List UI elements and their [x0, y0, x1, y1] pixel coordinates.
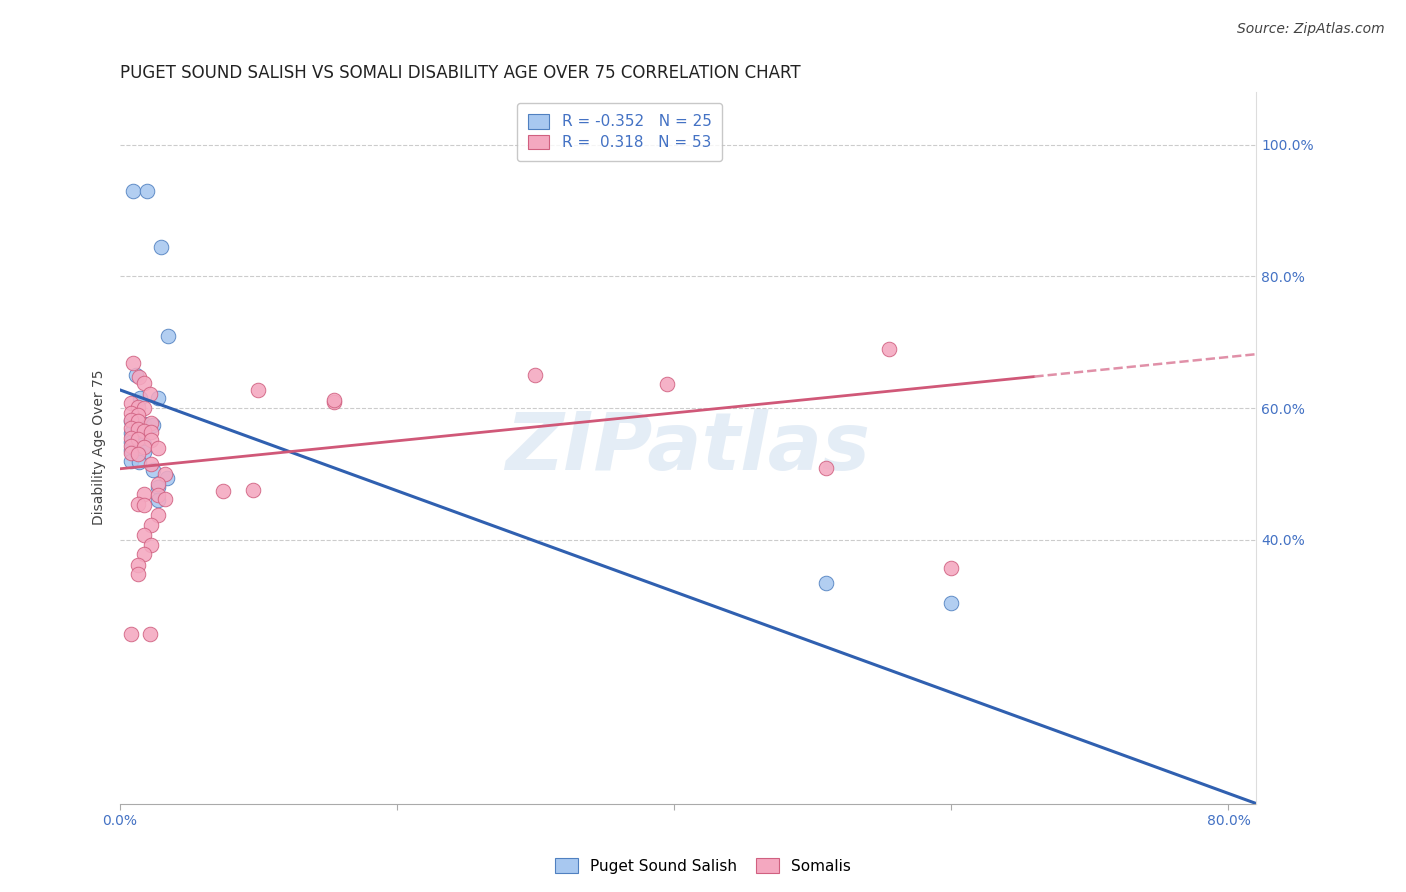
- Point: [141, 457, 163, 471]
- Point: [157, 328, 180, 343]
- Point: [120, 435, 142, 450]
- Point: [125, 368, 148, 383]
- Point: [129, 392, 152, 406]
- Point: [128, 427, 150, 442]
- Text: PUGET SOUND SALISH VS SOMALI DISABILITY AGE OVER 75 CORRELATION CHART: PUGET SOUND SALISH VS SOMALI DISABILITY …: [120, 64, 800, 82]
- Point: [120, 421, 142, 435]
- Point: [155, 492, 177, 507]
- Point: [136, 184, 159, 198]
- Point: [655, 377, 678, 392]
- Point: [127, 447, 149, 461]
- Legend: R = -0.352   N = 25, R =  0.318   N = 53: R = -0.352 N = 25, R = 0.318 N = 53: [517, 103, 723, 161]
- Point: [128, 369, 150, 384]
- Point: [134, 548, 156, 562]
- Point: [815, 575, 838, 590]
- Point: [941, 596, 963, 610]
- Y-axis label: Disability Age Over 75: Disability Age Over 75: [93, 370, 107, 525]
- Point: [148, 480, 170, 494]
- Point: [134, 424, 156, 438]
- Text: ZIPatlas: ZIPatlas: [505, 409, 870, 487]
- Point: [127, 432, 149, 446]
- Point: [148, 493, 170, 508]
- Point: [120, 446, 142, 460]
- Point: [155, 467, 177, 481]
- Point: [148, 508, 170, 522]
- Point: [142, 463, 165, 477]
- Point: [212, 484, 235, 499]
- Point: [134, 444, 156, 458]
- Point: [127, 422, 149, 436]
- Point: [134, 527, 156, 541]
- Point: [128, 455, 150, 469]
- Text: Source: ZipAtlas.com: Source: ZipAtlas.com: [1237, 22, 1385, 37]
- Point: [120, 414, 142, 428]
- Point: [120, 431, 142, 445]
- Point: [127, 558, 149, 572]
- Point: [134, 440, 156, 454]
- Point: [139, 626, 162, 640]
- Point: [120, 454, 142, 468]
- Point: [127, 408, 149, 422]
- Point: [148, 477, 170, 491]
- Point: [120, 396, 142, 410]
- Point: [120, 439, 142, 453]
- Point: [125, 416, 148, 430]
- Point: [156, 471, 179, 485]
- Point: [122, 356, 145, 370]
- Point: [148, 442, 170, 456]
- Point: [242, 483, 264, 497]
- Point: [323, 393, 346, 408]
- Point: [139, 386, 162, 401]
- Point: [141, 434, 163, 448]
- Point: [247, 383, 270, 397]
- Point: [148, 488, 170, 502]
- Point: [120, 407, 142, 421]
- Point: [134, 417, 156, 431]
- Point: [134, 487, 156, 501]
- Point: [127, 497, 149, 511]
- Legend: Puget Sound Salish, Somalis: Puget Sound Salish, Somalis: [550, 852, 856, 880]
- Point: [941, 560, 963, 574]
- Point: [877, 342, 900, 356]
- Point: [134, 498, 156, 512]
- Point: [127, 400, 149, 414]
- Point: [120, 443, 142, 458]
- Point: [141, 518, 163, 533]
- Point: [127, 567, 149, 582]
- Point: [120, 426, 142, 441]
- Point: [150, 240, 173, 254]
- Point: [141, 425, 163, 439]
- Point: [134, 401, 156, 416]
- Point: [122, 184, 145, 198]
- Point: [127, 414, 149, 428]
- Point: [141, 538, 163, 552]
- Point: [524, 368, 547, 383]
- Point: [815, 460, 838, 475]
- Point: [323, 394, 346, 409]
- Point: [148, 392, 170, 406]
- Point: [120, 413, 142, 427]
- Point: [134, 437, 156, 451]
- Point: [134, 376, 156, 391]
- Point: [141, 416, 163, 430]
- Point: [120, 626, 142, 640]
- Point: [142, 418, 165, 433]
